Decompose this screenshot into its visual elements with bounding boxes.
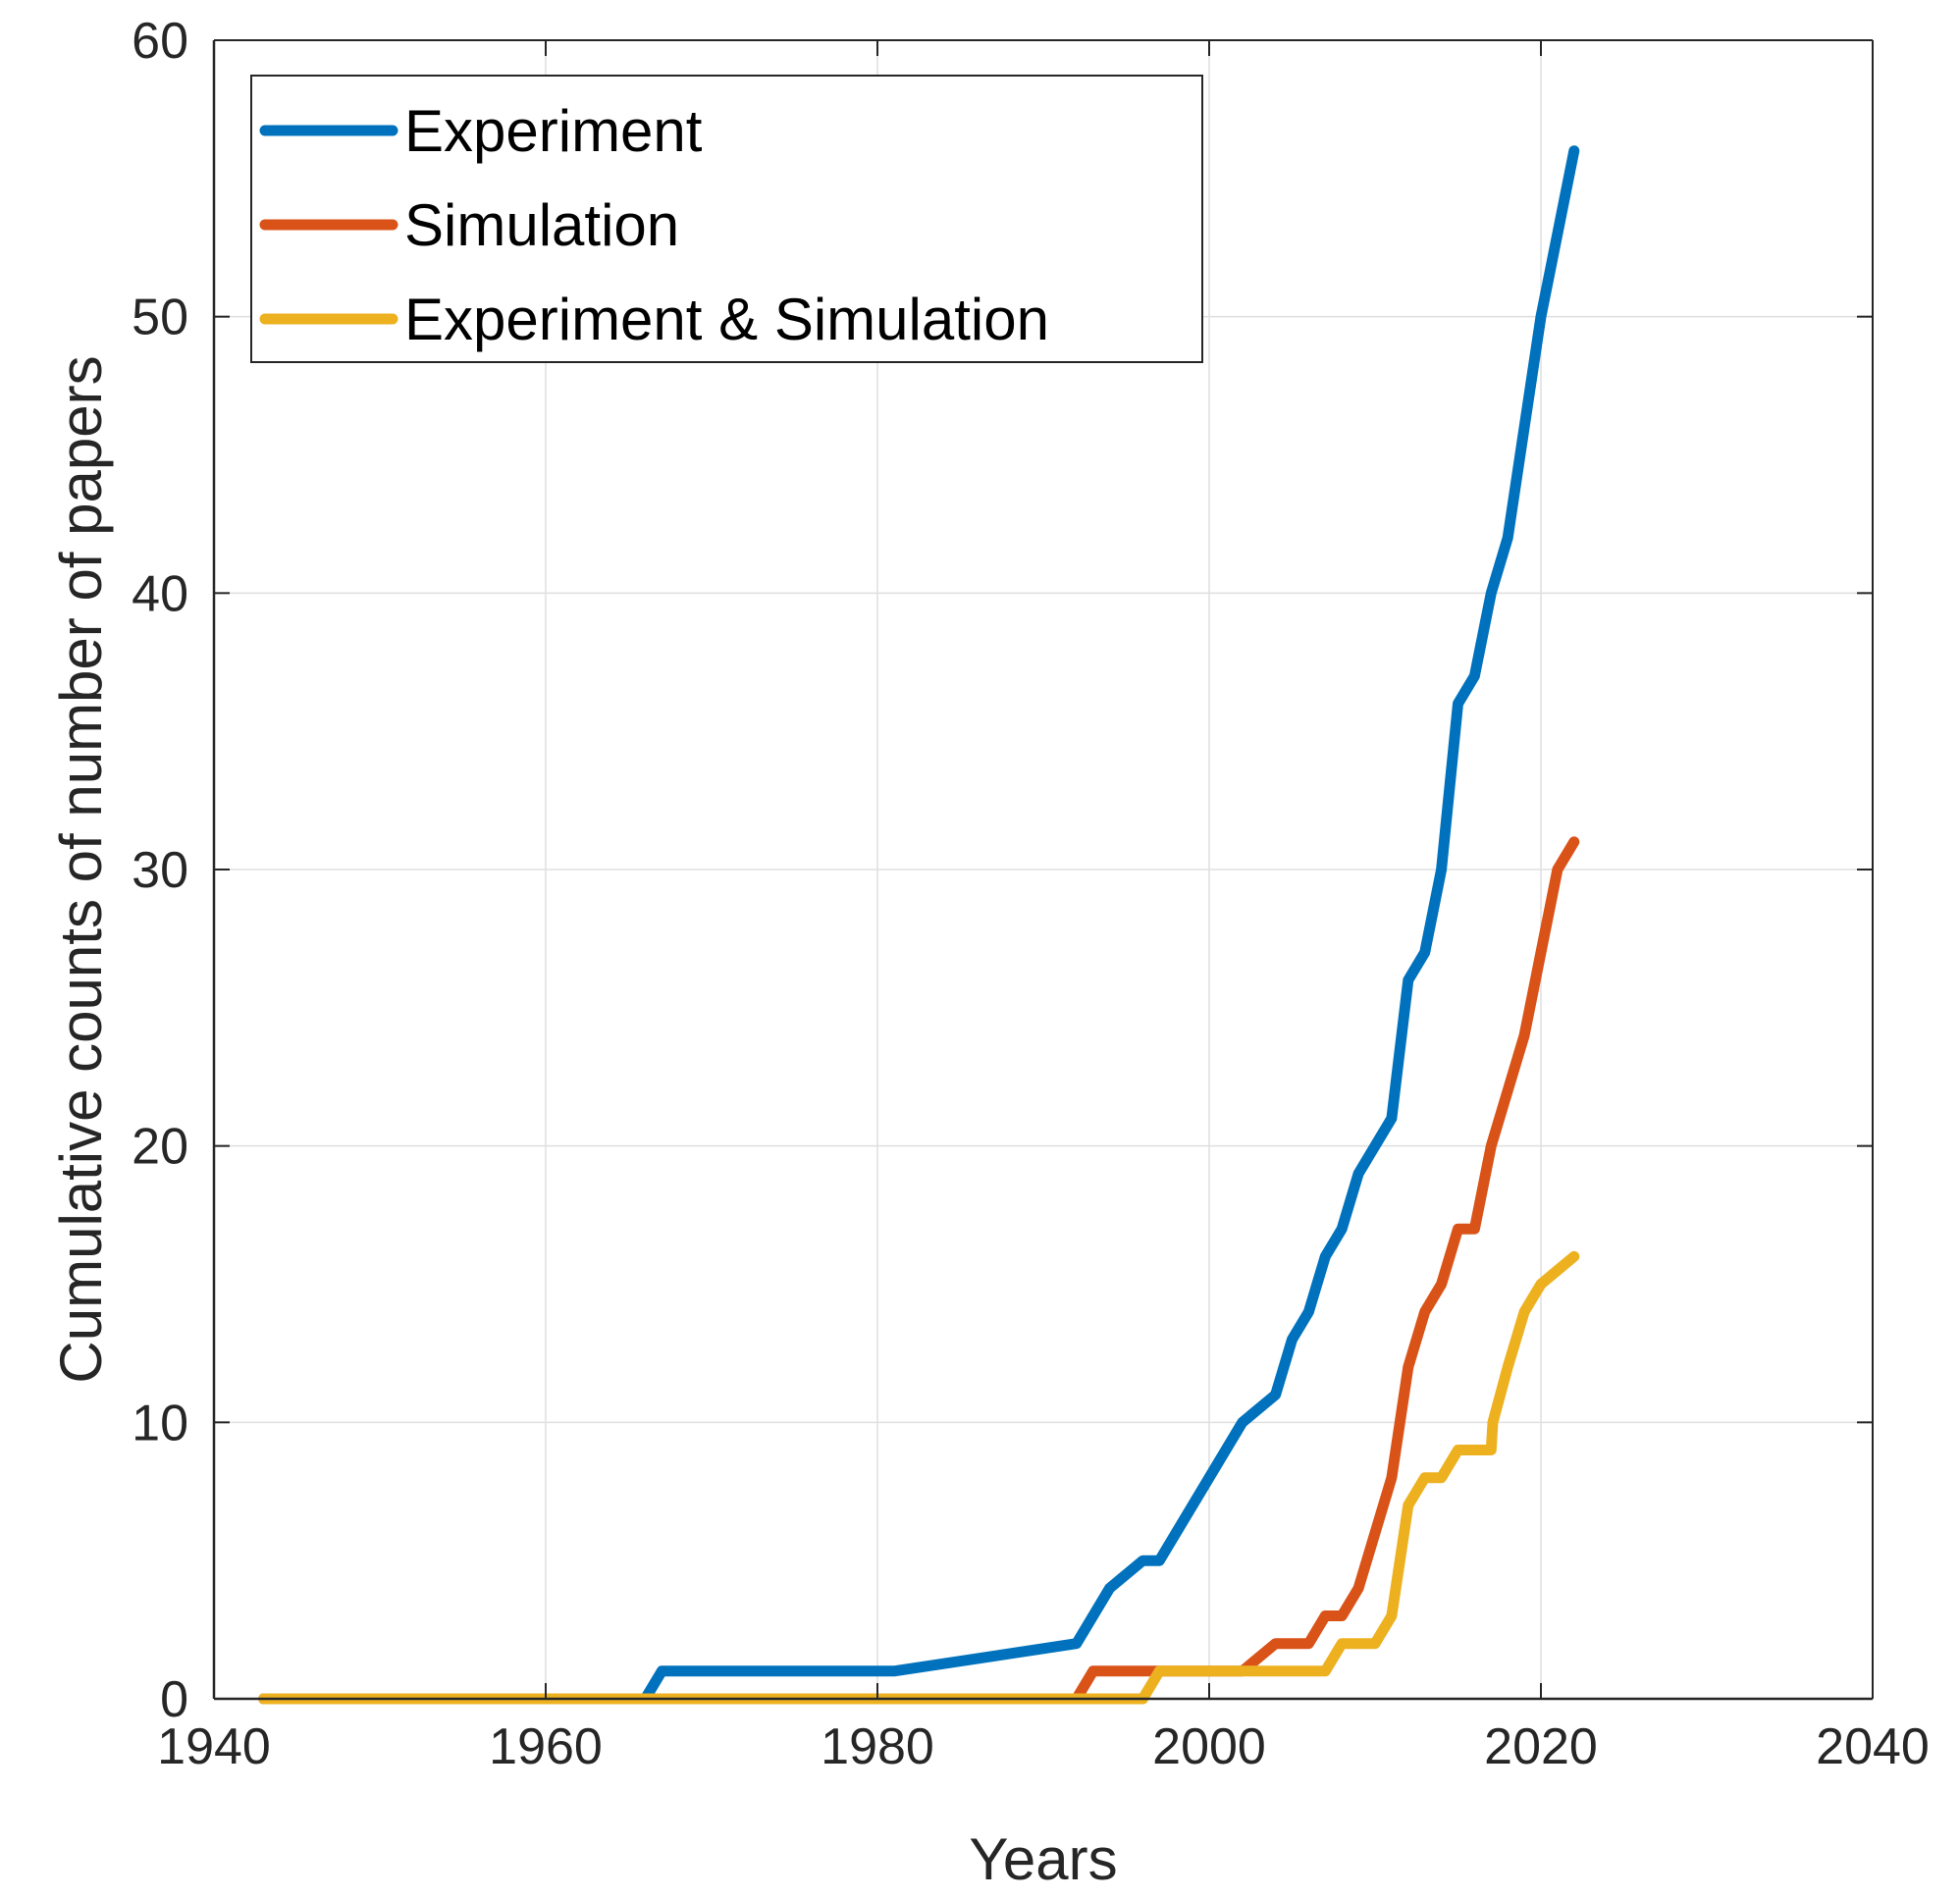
series-line-experiment <box>258 145 1580 1705</box>
tick-labels: 1940 1960 1980 2000 2020 2040 0 10 20 30 40 50 60 <box>132 13 1930 1775</box>
axes <box>212 39 1874 1701</box>
legend: Experiment Simulation Experiment & Simulat… <box>250 75 1203 363</box>
legend-entry: Simulation <box>404 192 679 258</box>
legend-entry: Experiment & Simulation <box>404 287 1049 352</box>
series-line-experiment-simulation <box>258 1250 1580 1705</box>
legend-box <box>250 75 1203 363</box>
y-tick-label: 40 <box>132 565 188 622</box>
y-tick-label: 30 <box>132 842 188 899</box>
x-tick-label: 1980 <box>821 1718 934 1775</box>
legend-entry: Experiment <box>404 98 703 164</box>
x-axis-title: Years <box>969 1826 1117 1892</box>
x-tick-label: 2040 <box>1816 1718 1930 1775</box>
y-tick-label: 10 <box>132 1395 188 1451</box>
x-tick-label: 1960 <box>489 1718 603 1775</box>
y-tick-label: 50 <box>132 290 188 346</box>
x-tick-label: 2020 <box>1484 1718 1598 1775</box>
series-lines <box>258 145 1580 1705</box>
y-tick-label: 60 <box>132 13 188 70</box>
y-tick-label: 0 <box>160 1671 188 1728</box>
y-axis-title: Cumulative counts of number of papers <box>48 355 114 1383</box>
x-tick-label: 2000 <box>1152 1718 1266 1775</box>
x-tick-label: 1940 <box>157 1718 271 1775</box>
y-tick-label: 20 <box>132 1119 188 1176</box>
